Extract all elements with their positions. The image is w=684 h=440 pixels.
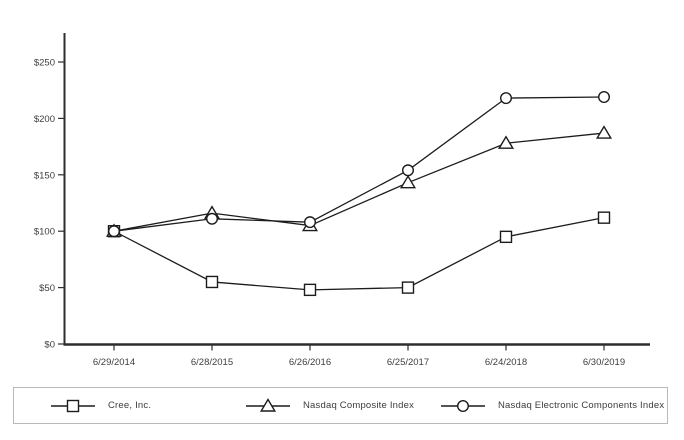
x-axis-tick-label: 6/26/2016 (289, 357, 331, 368)
x-axis-tick-label: 6/25/2017 (387, 357, 429, 368)
y-axis-tick-label: $50 (39, 283, 55, 294)
legend-label-cree: Cree, Inc. (108, 400, 152, 411)
y-axis-tick-label: $150 (34, 170, 55, 181)
legend-label-nasdaq-composite: Nasdaq Composite Index (303, 400, 415, 411)
y-axis-tick-label: $200 (34, 114, 55, 125)
chart-legend: Cree, Inc. Nasdaq Composite Index Nasdaq… (13, 387, 668, 424)
legend-item-nasdaq-electronic: Nasdaq Electronic Components Index (440, 397, 664, 415)
y-axis-tick-label: $0 (44, 340, 55, 351)
y-axis-tick-label: $100 (34, 227, 55, 238)
triangle-series-marker-icon (246, 397, 290, 412)
square-series-marker-icon (51, 399, 95, 412)
x-axis-tick-label: 6/24/2018 (485, 357, 527, 368)
legend-item-cree: Cree, Inc. (50, 397, 151, 415)
legend-label-nasdaq-electronic: Nasdaq Electronic Components Index (498, 400, 665, 411)
circle-series-marker-icon (441, 399, 485, 412)
x-axis-tick-label: 6/29/2014 (93, 357, 135, 368)
line-chart-plot-area: $0 $50 $100 $150 $200 $250 6/29/2014 6/28/2015 6… (34, 33, 650, 368)
legend-item-nasdaq-composite: Nasdaq Composite Index (245, 397, 414, 415)
x-axis-tick-label: 6/30/2019 (583, 357, 625, 368)
x-axis-tick-label: 6/28/2015 (191, 357, 233, 368)
y-axis-tick-label: $250 (34, 58, 55, 69)
